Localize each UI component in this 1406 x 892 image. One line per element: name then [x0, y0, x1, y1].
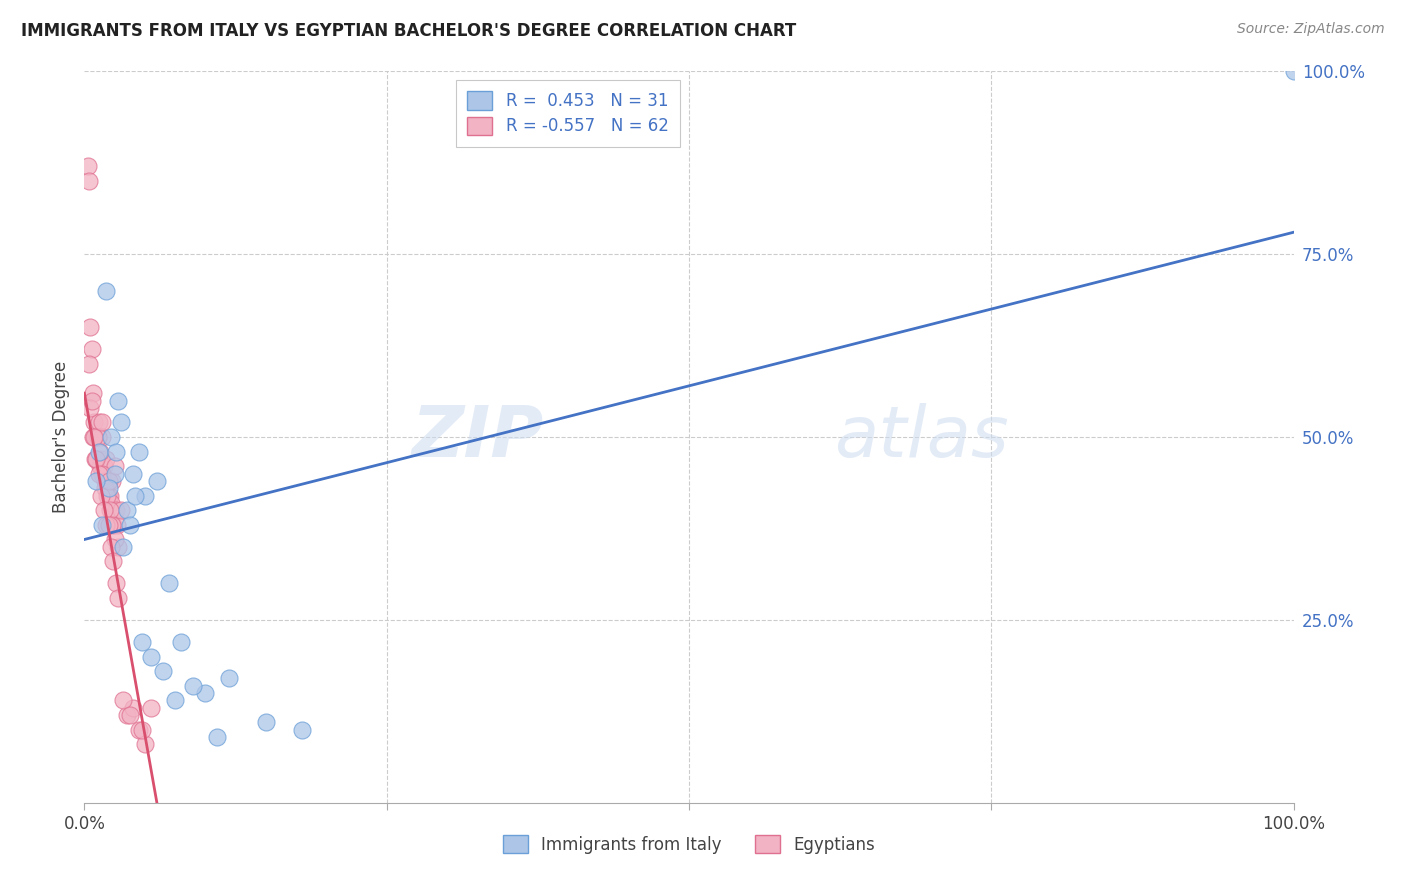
- Point: [112, 693, 135, 707]
- Point: [128, 444, 150, 458]
- Point: [84, 430, 107, 444]
- Point: [93, 503, 115, 517]
- Point: [121, 467, 143, 481]
- Point: [86, 430, 108, 444]
- Point: [94, 474, 117, 488]
- Point: [103, 554, 125, 568]
- Point: [77, 357, 100, 371]
- Point: [107, 540, 129, 554]
- Text: IMMIGRANTS FROM ITALY VS EGYPTIAN BACHELOR'S DEGREE CORRELATION CHART: IMMIGRANTS FROM ITALY VS EGYPTIAN BACHEL…: [21, 22, 796, 40]
- Point: [165, 693, 187, 707]
- Point: [157, 576, 180, 591]
- Point: [97, 489, 120, 503]
- Text: ZIP: ZIP: [412, 402, 544, 472]
- Point: [94, 284, 117, 298]
- Point: [207, 730, 229, 744]
- Point: [89, 444, 111, 458]
- Point: [104, 533, 127, 547]
- Point: [94, 452, 117, 467]
- Point: [100, 540, 122, 554]
- Point: [82, 430, 104, 444]
- Point: [128, 723, 150, 737]
- Point: [139, 649, 162, 664]
- Point: [86, 430, 108, 444]
- Point: [120, 517, 142, 532]
- Point: [98, 503, 121, 517]
- Y-axis label: Bachelor's Degree: Bachelor's Degree: [52, 361, 70, 513]
- Point: [96, 474, 118, 488]
- Point: [84, 452, 107, 467]
- Point: [86, 452, 108, 467]
- Point: [146, 474, 169, 488]
- Point: [104, 444, 127, 458]
- Point: [194, 686, 217, 700]
- Point: [139, 700, 162, 714]
- Point: [103, 517, 125, 532]
- Point: [90, 452, 112, 467]
- Point: [79, 401, 101, 415]
- Point: [91, 517, 114, 532]
- Point: [94, 481, 117, 495]
- Point: [91, 467, 114, 481]
- Point: [89, 459, 111, 474]
- Point: [97, 481, 120, 495]
- Point: [100, 496, 122, 510]
- Point: [105, 517, 128, 532]
- Point: [104, 503, 127, 517]
- Point: [91, 416, 114, 430]
- Point: [83, 430, 105, 444]
- Point: [87, 416, 110, 430]
- Point: [291, 723, 314, 737]
- Point: [121, 700, 143, 714]
- Point: [77, 160, 100, 174]
- Point: [101, 474, 124, 488]
- Point: [82, 386, 104, 401]
- Point: [94, 517, 117, 532]
- Point: [134, 737, 156, 751]
- Point: [107, 393, 129, 408]
- Point: [254, 715, 277, 730]
- Point: [152, 664, 174, 678]
- Point: [96, 489, 118, 503]
- Point: [93, 459, 115, 474]
- Point: [181, 679, 204, 693]
- Point: [87, 467, 110, 481]
- Point: [79, 320, 101, 334]
- Point: [80, 393, 103, 408]
- Point: [83, 416, 105, 430]
- Point: [115, 503, 138, 517]
- Point: [104, 576, 127, 591]
- Point: [120, 708, 142, 723]
- Point: [91, 430, 114, 444]
- Point: [97, 517, 120, 532]
- Point: [104, 459, 127, 474]
- Point: [90, 489, 112, 503]
- Point: [124, 489, 146, 503]
- Text: atlas: atlas: [834, 402, 1008, 472]
- Point: [77, 174, 100, 188]
- Point: [115, 708, 138, 723]
- Point: [107, 591, 129, 605]
- Point: [218, 672, 240, 686]
- Point: [97, 474, 120, 488]
- Point: [1282, 64, 1305, 78]
- Point: [86, 474, 108, 488]
- Point: [131, 723, 153, 737]
- Point: [86, 452, 108, 467]
- Point: [131, 635, 153, 649]
- Point: [112, 540, 135, 554]
- Point: [100, 430, 122, 444]
- Point: [86, 430, 108, 444]
- Point: [87, 444, 110, 458]
- Point: [110, 503, 132, 517]
- Point: [101, 517, 124, 532]
- Legend: Immigrants from Italy, Egyptians: Immigrants from Italy, Egyptians: [496, 829, 882, 860]
- Point: [80, 343, 103, 357]
- Point: [170, 635, 193, 649]
- Point: [104, 467, 127, 481]
- Text: Source: ZipAtlas.com: Source: ZipAtlas.com: [1237, 22, 1385, 37]
- Point: [98, 489, 121, 503]
- Point: [110, 416, 132, 430]
- Point: [134, 489, 156, 503]
